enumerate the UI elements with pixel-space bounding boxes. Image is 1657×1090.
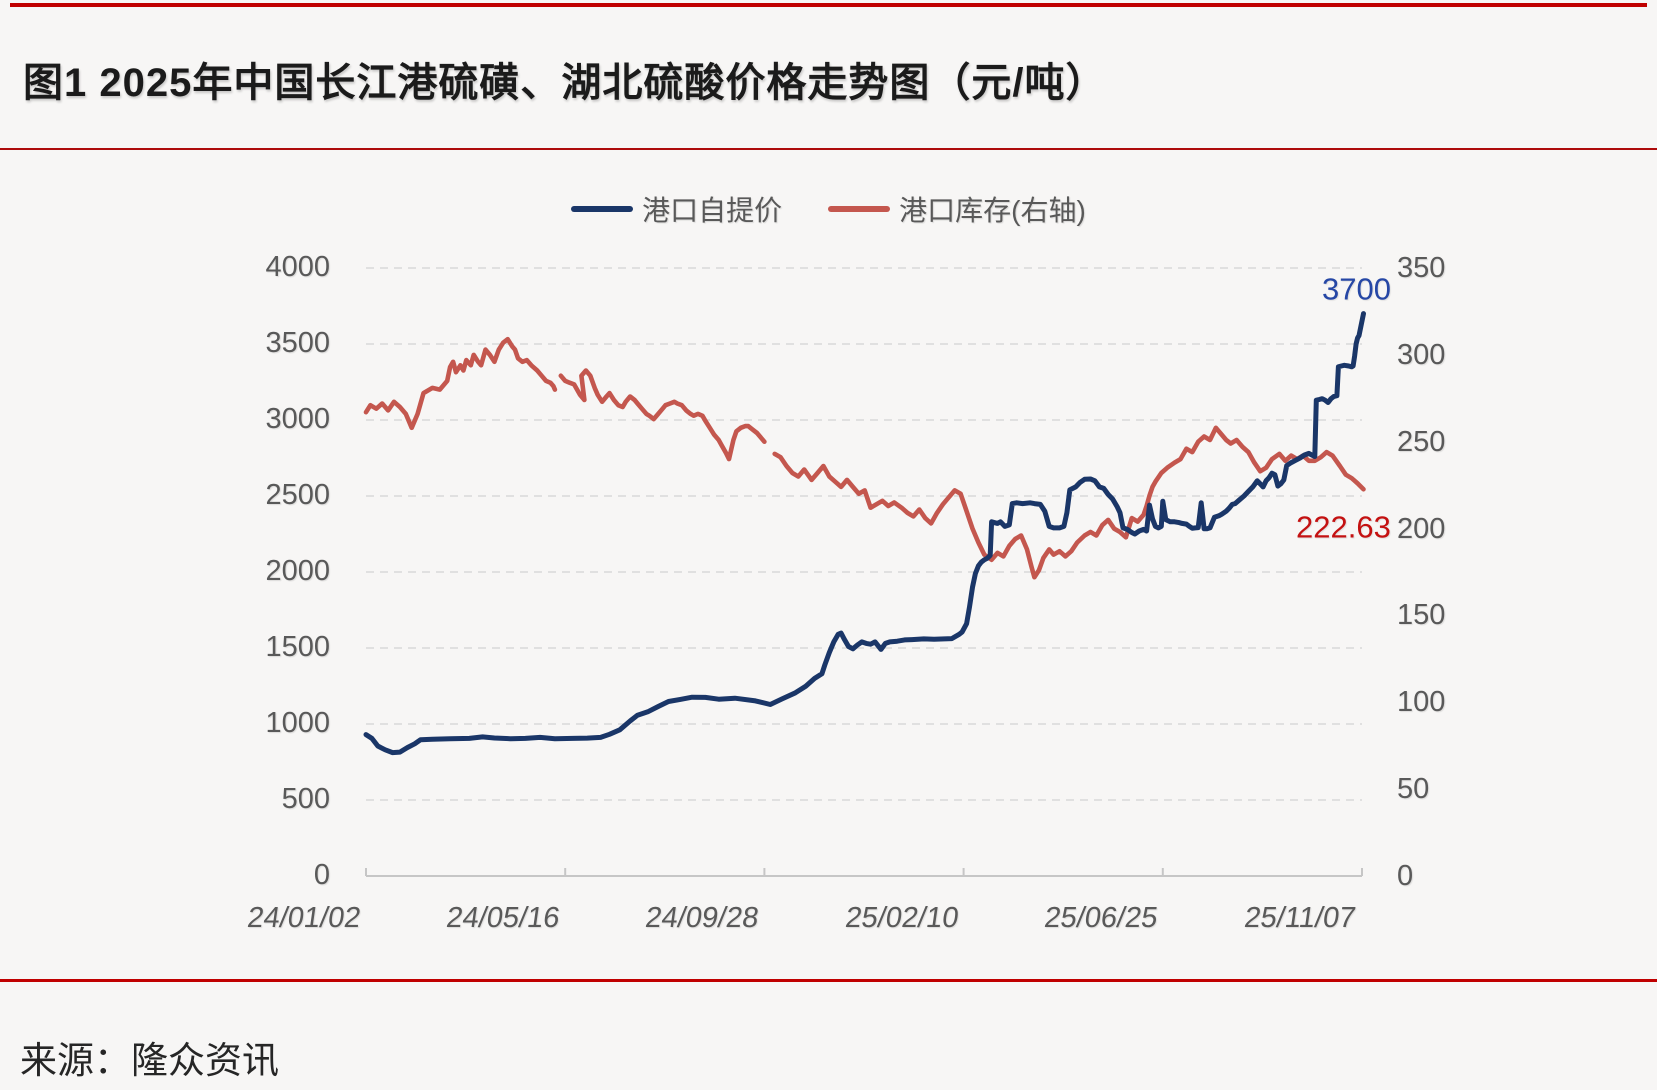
left-axis-tick-label: 2000: [265, 555, 330, 587]
right-axis-tick-label: 50: [1397, 773, 1430, 806]
right-axis-tick-label: 200: [1397, 512, 1446, 545]
x-axis-tick-label: 25/02/10: [842, 902, 961, 934]
left-axis-tick-label: 4000: [265, 251, 330, 283]
legend-item-price[interactable]: 港口自提价: [571, 189, 782, 229]
figure-title: 图1 2025年中国长江港硫磺、湖北硫酸价格走势图（元/吨）: [23, 61, 1107, 105]
left-axis-tick-label: 2500: [265, 479, 330, 511]
legend-item-inventory[interactable]: 港口库存(右轴): [828, 189, 1086, 229]
x-axis-tick-label: 24/01/02: [245, 902, 363, 934]
right-axis-tick-label: 100: [1397, 686, 1446, 719]
price-line: [363, 311, 1366, 756]
inventory-line: [772, 425, 1366, 580]
top-red-divider: [10, 3, 1647, 7]
left-axis-tick-label: 3500: [265, 327, 330, 359]
chart-legend: 港口自提价 港口库存(右轴): [0, 190, 1657, 228]
bottom-red-divider: [0, 979, 1657, 982]
right-axis-tick-label: 150: [1397, 599, 1446, 632]
legend-line-swatch: [828, 206, 891, 212]
last-price-annotation: 3700: [1321, 271, 1391, 307]
inventory-line: [363, 336, 558, 431]
right-axis-tick-label: 250: [1397, 425, 1446, 458]
left-axis-tick-label: 500: [281, 783, 330, 815]
legend-label: 港口库存(右轴): [899, 195, 1086, 226]
legend-label: 港口自提价: [642, 195, 783, 226]
x-axis-tick-label: 24/09/28: [643, 902, 762, 934]
left-axis-tick-label: 1500: [265, 631, 330, 663]
left-axis-tick-label: 1000: [265, 707, 330, 739]
right-axis-tick-label: 350: [1397, 252, 1446, 284]
source-note: 来源：隆众资讯: [20, 1040, 279, 1081]
x-axis-tick-label: 24/05/16: [444, 902, 562, 934]
legend-line-swatch: [571, 206, 634, 212]
inventory-line: [558, 368, 767, 462]
right-axis-tick-label: 300: [1397, 338, 1446, 371]
left-axis-tick-label: 0: [313, 859, 330, 891]
last-inventory-annotation: 222.63: [1296, 509, 1391, 545]
x-axis-tick-label: 25/06/25: [1042, 902, 1160, 934]
title-divider: [0, 148, 1657, 150]
x-axis-tick-label: 25/11/07: [1242, 902, 1358, 934]
right-axis-tick-label: 0: [1397, 860, 1414, 892]
left-axis-tick-label: 3000: [265, 403, 330, 435]
